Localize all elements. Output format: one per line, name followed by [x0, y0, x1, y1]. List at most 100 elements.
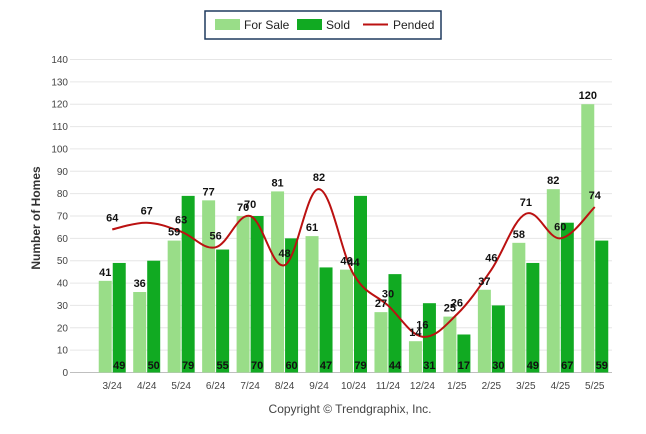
label-for-sale-3-25: 58: [513, 229, 525, 241]
label-sold-3-25: 49: [527, 360, 539, 372]
bar-sold-5-25: [595, 240, 609, 373]
label-sold-2-25: 30: [492, 360, 504, 372]
label-for-sale-8-24: 81: [271, 177, 283, 189]
label-for-sale-3-24: 41: [99, 267, 111, 279]
legend-label-for-sale: For Sale: [244, 18, 290, 32]
bar-for-sale-7-24: [236, 216, 250, 373]
label-for-sale-10-24: 46: [340, 256, 352, 268]
label-for-sale-7-24: 70: [237, 202, 249, 214]
bar-for-sale-12-24: [408, 341, 422, 373]
bar-for-sale-6-24: [202, 200, 216, 373]
label-for-sale-1-25: 25: [444, 303, 456, 315]
label-for-sale-2-25: 37: [478, 276, 490, 288]
x-tick-label-4-24: 4/24: [137, 381, 157, 392]
legend: For Sale Sold Pended: [204, 10, 442, 40]
y-tick-label: 0: [62, 368, 68, 379]
bar-for-sale-10-24: [340, 269, 353, 373]
legend-frame: [204, 10, 442, 40]
y-tick-label: 10: [57, 346, 69, 357]
x-tick-label-8-24: 8/24: [275, 381, 295, 392]
label-sold-7-24: 70: [251, 360, 263, 372]
label-pended-6-24: 56: [210, 230, 222, 242]
y-axis: 0 10 20 30 40 50 60 70 80 90 100 110 120 130 140: [51, 55, 68, 379]
label-pended-8-24: 48: [278, 248, 290, 260]
label-pended-5-25: 74: [589, 190, 602, 202]
x-tick-label-9-24: 9/24: [309, 381, 329, 392]
legend-swatch-for-sale: [215, 19, 240, 30]
bar-for-sale-11-24: [374, 312, 388, 373]
bar-for-sale-4-25: [546, 189, 560, 373]
bar-sold-8-24: [285, 238, 299, 373]
label-sold-4-25: 67: [561, 360, 573, 372]
label-sold-5-24: 79: [182, 360, 194, 372]
legend-swatch-sold: [297, 19, 322, 30]
label-sold-1-25: 17: [458, 360, 470, 372]
grid: [70, 59, 612, 373]
label-for-sale-12-24: 14: [409, 327, 422, 339]
x-axis: 3/24 4/24 5/24 6/24 7/24 8/24 9/24 10/24 11/24 12…: [102, 381, 604, 392]
x-tick-label-6-24: 6/24: [206, 381, 226, 392]
bar-for-sale-5-25: [581, 104, 595, 373]
label-sold-9-24: 47: [320, 360, 332, 372]
data-labels: 4149365059797755707081606147467927441431…: [99, 90, 608, 372]
label-sold-3-24: 49: [113, 360, 125, 372]
y-tick-label: 20: [57, 323, 69, 334]
bar-sold-11-24: [388, 274, 402, 373]
bar-sold-4-24: [147, 260, 161, 373]
label-sold-8-24: 60: [285, 360, 297, 372]
y-tick-label: 100: [51, 144, 68, 155]
label-pended-1-25: 26: [451, 297, 463, 309]
label-for-sale-5-25: 120: [579, 90, 597, 102]
x-tick-label-4-25: 4/25: [551, 381, 571, 392]
pended-line-path: [112, 188, 596, 338]
y-tick-label: 110: [52, 122, 68, 133]
label-pended-4-25: 60: [554, 221, 566, 233]
y-tick-label: 90: [57, 167, 69, 178]
label-pended-10-24: 44: [347, 257, 360, 269]
label-for-sale-4-24: 36: [134, 278, 146, 290]
bar-for-sale-1-25: [443, 316, 457, 373]
y-tick-label: 40: [57, 279, 69, 290]
bar-sold-7-24: [250, 216, 264, 373]
x-tick-label-1-25: 1/25: [447, 381, 467, 392]
label-pended-12-24: 16: [416, 320, 428, 332]
bar-sold-3-24: [112, 262, 126, 373]
x-tick-label-12-24: 12/24: [410, 381, 435, 392]
label-for-sale-5-24: 59: [168, 227, 180, 239]
bar-sold-9-24: [319, 267, 333, 373]
bar-sold-12-24: [422, 303, 436, 373]
bar-sold-5-24: [181, 195, 195, 373]
bar-for-sale-3-25: [512, 242, 526, 373]
bar-sold-6-24: [216, 249, 230, 373]
label-pended-3-25: 71: [520, 197, 532, 209]
y-tick-label: 130: [51, 77, 68, 88]
label-sold-12-24: 31: [423, 360, 435, 372]
label-pended-9-24: 82: [313, 172, 325, 184]
label-pended-2-25: 46: [485, 253, 497, 265]
y-tick-label: 120: [51, 100, 68, 111]
x-tick-label-3-25: 3/25: [516, 381, 536, 392]
x-tick-label-3-24: 3/24: [102, 381, 122, 392]
bar-sold-3-25: [526, 262, 540, 373]
y-tick-label: 140: [51, 55, 68, 66]
y-tick-label: 70: [57, 212, 69, 223]
y-tick-label: 60: [57, 234, 69, 245]
label-sold-6-24: 55: [217, 360, 229, 372]
label-pended-7-24: 70: [244, 199, 256, 211]
bar-for-sale-5-24: [167, 240, 181, 373]
y-tick-label: 50: [57, 256, 69, 267]
bar-for-sale-8-24: [271, 191, 285, 373]
label-pended-11-24: 30: [382, 288, 394, 300]
pended-line: [112, 188, 596, 338]
x-tick-label-2-25: 2/25: [482, 381, 502, 392]
label-for-sale-4-25: 82: [547, 175, 559, 187]
copyright-credit: Copyright © Trendgraphix, Inc.: [269, 402, 432, 416]
bar-sold-1-25: [457, 334, 471, 373]
legend-label-pended: Pended: [393, 18, 434, 32]
x-tick-label-5-25: 5/25: [585, 381, 605, 392]
y-tick-label: 30: [57, 301, 69, 312]
label-sold-5-25: 59: [596, 360, 608, 372]
label-pended-4-24: 67: [141, 206, 153, 218]
bar-for-sale-3-24: [98, 280, 112, 373]
